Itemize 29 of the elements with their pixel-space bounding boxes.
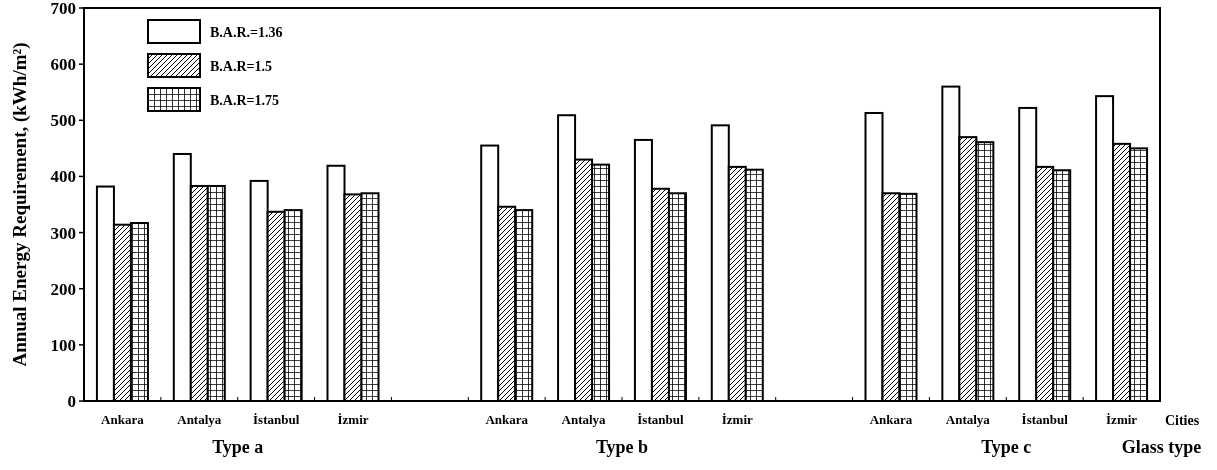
x-tick-label: Antalya [177, 412, 222, 427]
text: Cities [1164, 413, 1200, 428]
legend-label: B.A.R.=1.36 [210, 24, 283, 40]
x-tick-label: İzmir [721, 412, 754, 427]
x-tick-label: Ankara [485, 412, 529, 427]
x-tick-label: İstanbul [1021, 412, 1069, 427]
y-tick-label: 500 [50, 111, 76, 131]
text: Type c [981, 437, 1032, 457]
x-tick-label: İstanbul [637, 412, 684, 427]
y-tick-label: 600 [50, 55, 76, 75]
y-tick-label: 400 [50, 167, 76, 187]
text: Type a [212, 437, 264, 457]
x-axis-title: Glass type [1121, 437, 1202, 457]
x-tick-label: Ankara [869, 412, 913, 427]
x-tick-label: Antalya [561, 412, 607, 427]
y-tick-label: 100 [50, 335, 76, 355]
y-tick-label: 0 [67, 391, 76, 411]
y-axis-title: Annual Energy Requirement, (kWh/m²) [9, 42, 31, 367]
x-tick-label: İstanbul [253, 412, 300, 427]
x-tick-label: İzmir [1106, 412, 1138, 427]
x-tick-label: İzmir [337, 412, 369, 427]
x-tick-label: Ankara [101, 412, 145, 427]
y-tick-label: 700 [50, 0, 76, 18]
text: Type b [595, 437, 649, 457]
y-tick-label: 200 [50, 279, 76, 299]
legend-label: B.A.R=1.75 [210, 92, 280, 108]
legend-label: B.A.R=1.5 [210, 58, 273, 74]
y-tick-label: 300 [50, 223, 76, 243]
x-tick-label: Antalya [945, 412, 991, 427]
